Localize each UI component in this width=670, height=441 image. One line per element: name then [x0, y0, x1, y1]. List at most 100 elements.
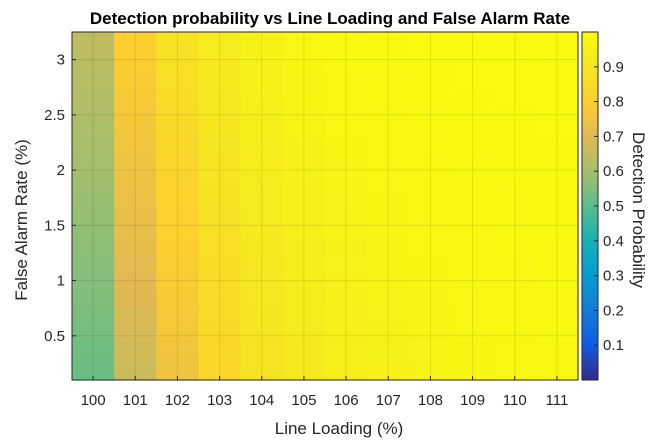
heatmap-cell — [156, 56, 200, 75]
heatmap-cell — [409, 123, 453, 141]
heatmap-cell — [198, 355, 242, 373]
heatmap-cell — [156, 322, 200, 340]
heatmap-cell — [198, 123, 242, 141]
heatmap-cell — [282, 32, 326, 58]
heatmap-cells — [72, 32, 579, 381]
heatmap-cell — [493, 206, 537, 224]
heatmap-cell — [282, 56, 326, 75]
heatmap-cell — [493, 288, 537, 307]
heatmap-cell — [325, 305, 368, 323]
heatmap-cell — [114, 288, 157, 307]
heatmap-cell — [156, 32, 200, 58]
heatmap-cell — [156, 139, 200, 157]
heatmap-cell — [72, 123, 115, 141]
heatmap-cell — [72, 189, 115, 207]
heatmap-cell — [367, 222, 410, 240]
heatmap-cell — [72, 288, 115, 307]
heatmap-cell — [535, 189, 579, 207]
heatmap-cell — [240, 355, 284, 373]
grid-lines — [72, 32, 578, 380]
heatmap-cell — [451, 305, 495, 323]
heatmap-cell — [535, 355, 579, 373]
heatmap-cell — [72, 172, 115, 191]
heatmap-cell — [282, 255, 326, 273]
colorbar-tick-label: 0.3 — [603, 268, 624, 285]
heatmap-cell — [72, 338, 115, 356]
heatmap-cell — [114, 106, 157, 124]
heatmap-cell — [451, 288, 495, 307]
heatmap-cell — [409, 189, 453, 207]
heatmap-cell — [451, 222, 495, 240]
heatmap-cell — [240, 206, 284, 224]
heatmap-cell — [72, 322, 115, 340]
heatmap-cell — [198, 139, 242, 157]
heatmap-cell — [451, 239, 495, 257]
heatmap-cell — [493, 32, 537, 58]
heatmap-cell — [535, 255, 579, 273]
heatmap-cell — [114, 156, 157, 174]
heatmap-cell — [156, 90, 200, 108]
heatmap-cell — [325, 239, 368, 257]
heatmap-cell — [451, 56, 495, 75]
heatmap-cell — [535, 239, 579, 257]
heatmap-cell — [114, 32, 157, 58]
heatmap-cell — [367, 56, 410, 75]
heatmap-cell — [451, 32, 495, 58]
heatmap-cell — [451, 139, 495, 157]
y-tick-label: 0.5 — [44, 328, 65, 345]
heatmap-cell — [409, 322, 453, 340]
heatmap-cell — [72, 106, 115, 124]
heatmap-cell — [535, 222, 579, 240]
heatmap-cell — [156, 123, 200, 141]
heatmap-cell — [282, 222, 326, 240]
heatmap-cell — [535, 156, 579, 174]
heatmap-cell — [451, 206, 495, 224]
heatmap-cell — [156, 73, 200, 91]
heatmap-cell — [156, 189, 200, 207]
heatmap-cell — [114, 206, 157, 224]
heatmap-cell — [114, 322, 157, 340]
heatmap-cell — [535, 338, 579, 356]
heatmap-cell — [325, 206, 368, 224]
heatmap-cell — [114, 272, 157, 290]
heatmap-cell — [493, 322, 537, 340]
colorbar-tick-label: 0.2 — [603, 302, 624, 319]
heatmap-cell — [409, 172, 453, 191]
heatmap-cell — [72, 32, 115, 58]
heatmap-cell — [367, 156, 410, 174]
heatmap-cell — [156, 206, 200, 224]
heatmap-cell — [535, 172, 579, 191]
heatmap-cell — [114, 255, 157, 273]
heatmap-cell — [198, 156, 242, 174]
heatmap-cell — [72, 355, 115, 373]
heatmap-cell — [367, 172, 410, 191]
heatmap-cell — [451, 172, 495, 191]
heatmap-cell — [325, 189, 368, 207]
heatmap-cell — [367, 189, 410, 207]
heatmap-cell — [240, 139, 284, 157]
heatmap-cell — [240, 172, 284, 191]
heatmap-cell — [198, 32, 242, 58]
heatmap-cell — [198, 189, 242, 207]
colorbar-tick-label: 0.5 — [603, 198, 624, 215]
heatmap-cell — [535, 90, 579, 108]
heatmap-cell — [156, 239, 200, 257]
colorbar-tick-label: 0.8 — [603, 94, 624, 111]
heatmap-cell — [451, 189, 495, 207]
heatmap-cell — [240, 56, 284, 75]
heatmap-cell — [198, 255, 242, 273]
heatmap-cell — [282, 206, 326, 224]
heatmap-cell — [535, 32, 579, 58]
heatmap-cell — [156, 338, 200, 356]
heatmap-cell — [409, 206, 453, 224]
heatmap-cell — [240, 32, 284, 58]
heatmap-cell — [156, 288, 200, 307]
heatmap-cell — [156, 355, 200, 373]
heatmap-cell — [114, 338, 157, 356]
heatmap-cell — [367, 139, 410, 157]
colorbar-label: Detection Probability — [629, 132, 648, 288]
heatmap-cell — [535, 272, 579, 290]
heatmap-cell — [493, 338, 537, 356]
colorbar-tick-label: 0.9 — [603, 59, 624, 76]
heatmap-cell — [325, 272, 368, 290]
